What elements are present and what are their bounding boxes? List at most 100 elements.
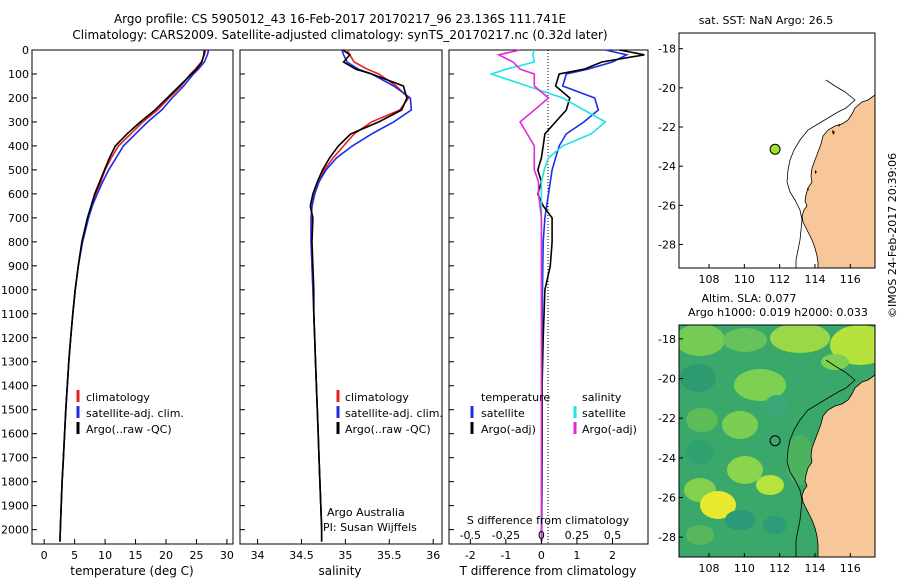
y-tick-label: 800: [8, 236, 29, 249]
sla-axes-frame: [678, 324, 876, 558]
map-y-tick-label: -22: [658, 121, 676, 134]
map-x-tick-label: 112: [769, 562, 790, 575]
salinity-xlabel: salinity: [318, 564, 361, 578]
y-tick-label: 1500: [1, 404, 29, 417]
map-x-tick-label: 116: [840, 273, 861, 286]
x-tick-label: 1: [573, 549, 580, 562]
map-y-tick-label: -24: [658, 452, 676, 465]
temperature-legend: climatology satellite-adj. clim. Argo(..…: [76, 390, 184, 436]
figure-title-line1: Argo profile: CS 5905012_43 16-Feb-2017 …: [113, 12, 567, 26]
map-x-tick-label: 110: [734, 273, 755, 286]
argo-float-marker: [769, 143, 781, 155]
y-tick-label: 300: [8, 116, 29, 129]
s-tick-label: -0.5: [460, 529, 481, 542]
x-tick-label: 5: [71, 549, 78, 562]
y-tick-label: 200: [8, 92, 29, 105]
legend-label-t-satellite: satellite: [481, 407, 525, 420]
x-tick-label: -1: [500, 549, 511, 562]
y-tick-label: 1600: [1, 428, 29, 441]
map-x-tick-label: 108: [699, 562, 720, 575]
x-tick-label: 34.5: [289, 549, 314, 562]
map-x-tick-label: 116: [840, 562, 861, 575]
legend-label-argo: Argo(..raw -QC): [86, 423, 172, 436]
s-tick-label: 0.5: [604, 529, 622, 542]
x-tick-label: -2: [465, 549, 476, 562]
legend-header-salinity: salinity: [582, 391, 622, 404]
legend-label-climatology: climatology: [345, 391, 409, 404]
map-x-tick-label: 108: [699, 273, 720, 286]
sla-map-title2: Argo h1000: 0.019 h2000: 0.033: [688, 306, 868, 319]
map-x-tick-label: 114: [804, 562, 825, 575]
salinity-panel: 34 34.5 35 35.5 36 salinity climatology sate…: [239, 49, 443, 578]
y-tick-label: 1100: [1, 308, 29, 321]
x-tick-label: 0: [538, 549, 545, 562]
map-x-tick-label: 112: [769, 273, 790, 286]
sst-axes-frame: [678, 32, 876, 269]
y-tick-label: 2000: [1, 524, 29, 537]
x-tick-label: 2: [609, 549, 616, 562]
s-tick-label: 0: [538, 529, 545, 542]
x-tick-label: 35.5: [377, 549, 402, 562]
difference-xlabel-t: T difference from climatology: [459, 564, 637, 578]
x-tick-label: 10: [98, 549, 112, 562]
salinity-series-argo-raw-qc-: [309, 49, 408, 542]
difference-ticks: -2 -1 0 1 2 -0.5 -0.25 0 0.25 0.5: [449, 49, 622, 562]
map-y-tick-label: -20: [658, 82, 676, 95]
map-y-tick-label: -28: [658, 531, 676, 544]
imos-credit: ©IMOS 24-Feb-2017 20:39:06: [886, 152, 899, 318]
y-tick-label: 1400: [1, 380, 29, 393]
sst-map-title: sat. SST: NaN Argo: 26.5: [699, 14, 833, 27]
sla-map-ticks: 108 110 112 114 116 -18 -20 -22 -24 -26 -28: [658, 333, 861, 575]
x-tick-label: 0: [41, 549, 48, 562]
y-tick-label: 1200: [1, 332, 29, 345]
sla-map: Altim. SLA: 0.077 Argo h1000: 0.019 h200…: [658, 292, 876, 575]
y-tick-label: 1800: [1, 476, 29, 489]
temperature-panel: 0 5 10 15 20 25 300100200300400500600700800900…: [1, 44, 234, 578]
map-y-tick-label: -26: [658, 492, 676, 505]
x-tick-label: 30: [220, 549, 234, 562]
difference-legend: temperature salinity satellite Argo(-adj…: [470, 391, 637, 436]
sst-map-ticks: 108 110 112 114 116 -18 -20 -22 -24 -26 -28: [658, 43, 861, 286]
y-tick-label: 100: [8, 68, 29, 81]
legend-label-s-satellite: satellite: [582, 407, 626, 420]
annotation-argo-australia: Argo Australia: [327, 506, 405, 519]
temperature-ticks: 0 5 10 15 20 25 300100200300400500600700800900…: [1, 44, 234, 562]
temperature-series-argo-raw-qc-: [59, 49, 206, 542]
y-tick-label: 400: [8, 140, 29, 153]
temperature-plot: [59, 49, 210, 542]
difference-xlabel-s: S difference from climatology: [467, 514, 630, 527]
map-x-tick-label: 114: [804, 273, 825, 286]
difference-series-s-argo-adj-: [496, 49, 550, 542]
sst-map: sat. SST: NaN Argo: 26.5 108 110 112 114 116…: [658, 14, 876, 286]
sst-shelf-contour: [786, 79, 856, 268]
argo-float-marker: [769, 435, 781, 447]
salinity-legend: climatology satellite-adj. clim. Argo(..…: [336, 390, 443, 436]
salinity-axes-frame: [239, 49, 443, 545]
y-tick-label: 1300: [1, 356, 29, 369]
map-y-tick-label: -20: [658, 373, 676, 386]
sst-land: [801, 94, 875, 268]
legend-label-satellite: satellite-adj. clim.: [86, 407, 184, 420]
sla-map-title1: Altim. SLA: 0.077: [701, 292, 796, 305]
s-tick-label: 0.25: [565, 529, 590, 542]
temperature-xlabel: temperature (deg C): [70, 564, 193, 578]
map-y-tick-label: -18: [658, 333, 676, 346]
y-tick-label: 1900: [1, 500, 29, 513]
s-tick-label: -0.25: [492, 529, 520, 542]
y-tick-label: 600: [8, 188, 29, 201]
difference-panel: -2 -1 0 1 2 -0.5 -0.25 0 0.25 0.5 T difference fr…: [448, 49, 649, 578]
x-tick-label: 20: [159, 549, 173, 562]
legend-header-temperature: temperature: [481, 391, 550, 404]
x-tick-label: 36: [426, 549, 440, 562]
y-tick-label: 1700: [1, 452, 29, 465]
legend-label-argo: Argo(..raw -QC): [345, 423, 431, 436]
legend-label-t-argo: Argo(-adj): [481, 423, 536, 436]
y-tick-label: 1000: [1, 284, 29, 297]
map-y-tick-label: -18: [658, 43, 676, 56]
x-tick-label: 15: [129, 549, 143, 562]
map-x-tick-label: 110: [734, 562, 755, 575]
salinity-ticks: 34 34.5 35 35.5 36: [240, 49, 440, 562]
x-tick-label: 34: [251, 549, 265, 562]
y-tick-label: 900: [8, 260, 29, 273]
